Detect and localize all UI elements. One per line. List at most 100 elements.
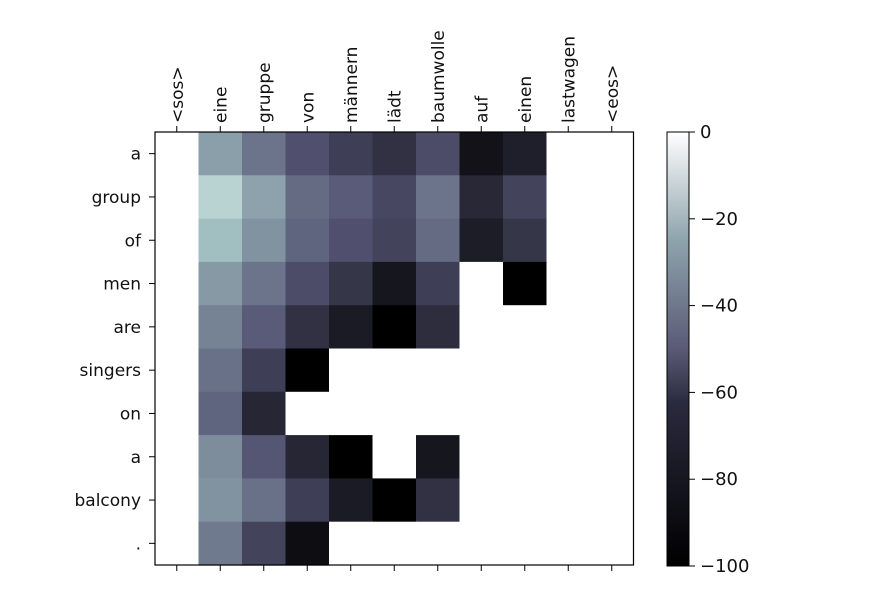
heatmap-cell <box>459 261 504 306</box>
heatmap-cell <box>242 132 287 176</box>
heatmap-cell <box>546 435 591 479</box>
x-tick-label: lädt <box>385 90 405 123</box>
heatmap-cell <box>155 435 200 479</box>
heatmap-cell <box>459 478 504 523</box>
heatmap-cell <box>372 175 417 220</box>
y-axis: a group of men are singers on a balcony. <box>74 145 155 554</box>
heatmap-cell <box>459 218 504 263</box>
heatmap-cell <box>329 435 374 479</box>
y-tick-label: a <box>131 145 141 165</box>
y-tick-label: singers <box>80 361 142 381</box>
heatmap-cell <box>546 521 591 566</box>
x-tick-label: eine <box>211 87 231 123</box>
heatmap-cell <box>155 305 200 350</box>
heatmap-cell <box>590 435 635 479</box>
heatmap-cell <box>590 348 635 393</box>
heatmap-cell <box>416 478 461 523</box>
heatmap-cell <box>546 175 591 220</box>
heatmap-cell <box>198 435 243 479</box>
heatmap-cell <box>590 261 635 306</box>
heatmap-cell <box>242 521 287 566</box>
colorbar-tick-label: −20 <box>700 209 738 230</box>
heatmap-cell <box>372 305 417 350</box>
heatmap-cell <box>503 521 548 566</box>
heatmap-cell <box>372 218 417 263</box>
heatmap-cell <box>459 521 504 566</box>
heatmap-cell <box>198 521 243 566</box>
heatmap-cell <box>590 175 635 220</box>
heatmap-cell <box>372 478 417 523</box>
heatmap-cell <box>416 348 461 393</box>
x-axis-bottom <box>176 565 613 571</box>
heatmap-cell <box>242 305 287 350</box>
heatmap-cell <box>416 521 461 566</box>
colorbar-tick-label: −80 <box>700 469 738 490</box>
x-tick-label: männern <box>342 47 362 123</box>
heatmap-cell <box>416 391 461 436</box>
heatmap-cell <box>285 391 330 436</box>
heatmap-cell <box>285 478 330 523</box>
colorbar: 0 −20 −40 −60 −80 −100 <box>666 122 749 577</box>
y-tick-label: . <box>136 534 141 554</box>
colorbar-tick-label: −60 <box>700 382 738 403</box>
y-tick-label: are <box>114 318 142 338</box>
heatmap-cell <box>242 391 287 436</box>
heatmap-cell <box>155 132 200 176</box>
heatmap-cell <box>590 478 635 523</box>
heatmap-cell <box>329 175 374 220</box>
heatmap-cell <box>285 435 330 479</box>
heatmap-cell <box>285 175 330 220</box>
heatmap-cell <box>242 261 287 306</box>
heatmap-cell <box>198 132 243 176</box>
y-tick-label: on <box>120 404 141 424</box>
heatmap-cell <box>546 348 591 393</box>
heatmap-cell <box>372 435 417 479</box>
heatmap-cell <box>329 218 374 263</box>
heatmap-cell <box>372 348 417 393</box>
heatmap-cell <box>546 391 591 436</box>
heatmap-cell <box>198 478 243 523</box>
heatmap-cell <box>503 478 548 523</box>
heatmap-cell <box>155 218 200 263</box>
heatmap-cell <box>285 132 330 176</box>
y-tick-label: group <box>92 188 141 208</box>
colorbar-tick-label: −40 <box>700 296 738 317</box>
heatmap-cell <box>285 521 330 566</box>
heatmap-cell <box>503 218 548 263</box>
heatmap-cell <box>590 218 635 263</box>
heatmap-cell <box>285 218 330 263</box>
heatmap-cell <box>198 218 243 263</box>
heatmap-cell <box>590 305 635 350</box>
x-tick-label: <sos> <box>168 66 188 123</box>
colorbar-tick-label: 0 <box>700 122 711 143</box>
y-tick-label: balcony <box>74 491 141 511</box>
heatmap-cell <box>503 391 548 436</box>
heatmap-cell <box>242 348 287 393</box>
heatmap-cell <box>459 132 504 176</box>
heatmap-cell <box>503 132 548 176</box>
heatmap-cell <box>459 348 504 393</box>
heatmap-cell <box>329 478 374 523</box>
heatmap-cell <box>329 132 374 176</box>
heatmap-cell <box>459 305 504 350</box>
heatmap-cell <box>155 348 200 393</box>
x-tick-label: baumwolle <box>429 30 449 123</box>
heatmap-cell <box>416 435 461 479</box>
heatmap-cell <box>329 261 374 306</box>
heatmap-cell <box>546 478 591 523</box>
heatmap-cell <box>242 435 287 479</box>
heatmap-cell <box>372 261 417 306</box>
heatmap-cell <box>416 261 461 306</box>
heatmap-cell <box>546 261 591 306</box>
heatmap-cell <box>198 348 243 393</box>
heatmap-cell <box>155 261 200 306</box>
heatmap-cell <box>546 132 591 176</box>
x-tick-label: <eos> <box>603 65 623 123</box>
heatmap-cell <box>329 521 374 566</box>
heatmap-cell <box>242 175 287 220</box>
heatmap-cells <box>155 132 635 566</box>
heatmap-cell <box>329 305 374 350</box>
heatmap-cell <box>503 261 548 306</box>
y-tick-label: of <box>125 231 142 251</box>
